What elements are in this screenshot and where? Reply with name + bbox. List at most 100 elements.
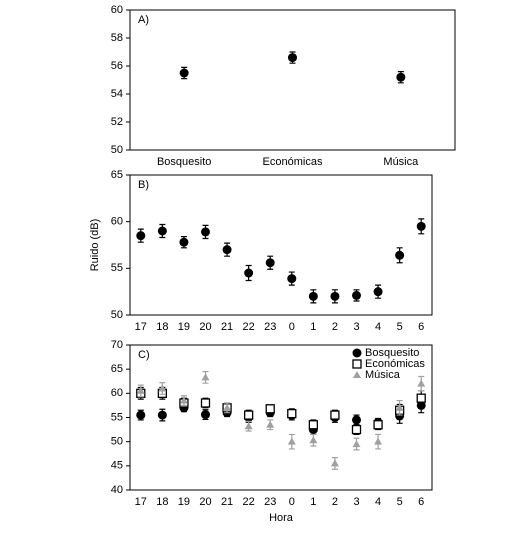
point <box>330 459 339 467</box>
x-tick-label: 1 <box>310 496 316 508</box>
x-tick-label: Bosquesito <box>157 156 211 168</box>
point <box>309 436 318 444</box>
point <box>330 291 340 301</box>
point <box>308 291 318 301</box>
x-tick-label: 19 <box>178 496 190 508</box>
y-tick-label: 60 <box>111 216 123 228</box>
y-tick-label: 50 <box>111 436 123 448</box>
point <box>179 237 189 247</box>
x-tick-label: 2 <box>332 496 338 508</box>
x-tick-label: 18 <box>156 496 168 508</box>
x-tick-label: 21 <box>221 496 233 508</box>
point <box>352 415 361 425</box>
point <box>352 290 361 300</box>
x-tick-label: Música <box>383 156 419 168</box>
plot-frame <box>129 174 433 316</box>
point <box>158 384 167 392</box>
point <box>416 393 426 403</box>
x-tick-label: 5 <box>397 496 403 508</box>
x-tick-label: 2 <box>332 321 338 333</box>
x-tick-label: 5 <box>397 321 403 333</box>
point <box>136 231 146 241</box>
x-tick-label: 3 <box>353 321 359 333</box>
point <box>136 386 145 394</box>
x-tick-label: 6 <box>418 321 424 333</box>
point <box>287 437 296 445</box>
panel-label: A) <box>138 14 149 26</box>
legend-marker <box>352 348 362 358</box>
point <box>200 398 211 408</box>
y-tick-label: 70 <box>111 339 123 351</box>
x-tick-label: 22 <box>243 496 255 508</box>
legend-label: Bosquesito <box>365 347 419 359</box>
x-tick-label: 4 <box>375 321 381 333</box>
point <box>416 221 426 231</box>
y-tick-label: 52 <box>111 116 123 128</box>
point <box>201 410 210 420</box>
y-tick-label: 45 <box>111 460 123 472</box>
y-tick-label: 55 <box>111 411 123 423</box>
legend-label: Económicas <box>365 358 425 370</box>
point <box>265 258 275 268</box>
x-tick-label: 23 <box>264 496 276 508</box>
legend-label: Música <box>365 369 401 381</box>
y-tick-label: 50 <box>111 309 123 321</box>
point <box>136 410 146 420</box>
x-axis-label: Hora <box>269 512 294 524</box>
y-tick-label: 60 <box>111 4 123 16</box>
point <box>395 250 405 260</box>
point <box>243 410 254 420</box>
y-tick-label: 56 <box>111 60 123 72</box>
legend-marker <box>352 359 362 369</box>
point <box>266 420 275 428</box>
y-tick-label: 50 <box>111 144 123 156</box>
point <box>417 379 426 387</box>
x-tick-label: 19 <box>178 321 190 333</box>
point <box>373 287 383 297</box>
y-tick-label: 65 <box>111 363 123 375</box>
plot-frame <box>129 9 456 151</box>
x-tick-label: 21 <box>221 321 233 333</box>
panel-label: B) <box>138 179 149 191</box>
point <box>265 404 275 414</box>
point <box>308 420 319 430</box>
point <box>330 410 340 420</box>
y-tick-label: 65 <box>111 169 123 181</box>
legend-marker <box>353 371 361 378</box>
point <box>222 245 232 255</box>
panel-label: C) <box>138 349 150 361</box>
y-axis-label: Ruido (dB) <box>89 219 101 272</box>
x-tick-label: 23 <box>264 321 276 333</box>
point <box>201 227 210 237</box>
x-tick-label: 4 <box>375 496 381 508</box>
y-tick-label: 55 <box>111 262 123 274</box>
point <box>201 373 210 381</box>
y-tick-label: 60 <box>111 387 123 399</box>
point <box>352 440 361 448</box>
y-tick-label: 54 <box>111 88 123 100</box>
y-tick-label: 58 <box>111 32 123 44</box>
point <box>395 403 404 411</box>
point <box>244 268 254 278</box>
x-tick-label: 22 <box>243 321 255 333</box>
point <box>373 420 383 430</box>
point <box>287 274 297 284</box>
point <box>157 226 167 236</box>
y-tick-label: 40 <box>111 484 123 496</box>
point <box>351 424 362 435</box>
point <box>244 422 253 430</box>
x-tick-label: 0 <box>289 496 295 508</box>
x-tick-label: 17 <box>135 496 147 508</box>
point <box>179 396 188 404</box>
x-tick-label: 17 <box>135 321 147 333</box>
point <box>396 72 406 82</box>
x-tick-label: 20 <box>199 496 211 508</box>
point <box>374 437 383 445</box>
x-tick-label: 1 <box>310 321 316 333</box>
x-tick-label: 18 <box>156 321 168 333</box>
point <box>223 403 232 411</box>
x-tick-label: 3 <box>353 496 359 508</box>
point <box>157 410 167 420</box>
